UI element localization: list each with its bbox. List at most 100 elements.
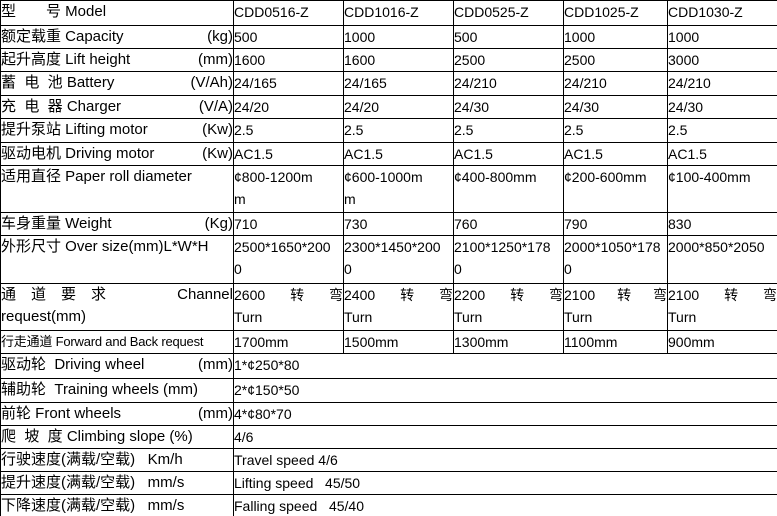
- capacity-value-1: 1000: [343, 25, 454, 49]
- weight-value-3: 790: [563, 212, 668, 236]
- battery-value-3: 24/210: [563, 71, 668, 96]
- lifting-speed-label: 提升速度(满载/空载) mm/s: [1, 474, 185, 491]
- charger-value-3: 24/30: [563, 95, 668, 119]
- falling-speed-value: Falling speed 45/40: [233, 494, 777, 516]
- turn-zh-2: 弯: [763, 287, 777, 303]
- model-value-1: CDD1016-Z: [343, 0, 454, 26]
- row-lift-height: 起升高度 Lift height (mm) 1600 1600 2500 2500…: [0, 48, 777, 72]
- row-over-size: 外形尺寸 Over size(mm)L*W*H 2500*1650*200 0 …: [0, 235, 777, 284]
- over-size-value-3: 2000*1050*178 0: [563, 235, 668, 284]
- turn-en: Turn: [234, 309, 263, 325]
- lift-height-value-1: 1600: [343, 48, 454, 72]
- driving-wheel-label-cell: 驱动轮 Driving wheel (mm): [0, 353, 234, 379]
- charger-unit: (V/A): [198, 98, 233, 115]
- paper-roll-value-2: ¢400-800mm: [453, 165, 564, 213]
- lifting-motor-value-3: 2.5: [563, 118, 668, 143]
- weight-value-0: 710: [233, 212, 344, 236]
- model-value-3: CDD1025-Z: [563, 0, 668, 26]
- row-falling-speed: 下降速度(满载/空载) mm/s Falling speed 45/40: [0, 494, 777, 516]
- driving-motor-label-cell: 驱动电机 Driving motor (Kw): [0, 142, 234, 166]
- turn-en: Turn: [344, 309, 373, 325]
- battery-label: 蓄 电 池 Battery: [1, 74, 115, 91]
- climbing-slope-label: 爬 坡 度 Climbing slope (%): [1, 428, 193, 445]
- battery-value-0: 24/165: [233, 71, 344, 96]
- model-label-cell: 型 号 Model: [0, 0, 234, 26]
- forward-back-value-2: 1300mm: [453, 330, 564, 354]
- capacity-label-cell: 额定载重 Capacity (kg): [0, 25, 234, 49]
- weight-unit: (Kg): [204, 215, 233, 232]
- turn-zh-1: 转: [510, 287, 525, 303]
- over-size-label-cell: 外形尺寸 Over size(mm)L*W*H: [0, 235, 234, 284]
- driving-motor-value-2: AC1.5: [453, 142, 564, 166]
- front-wheels-label-cell: 前轮 Front wheels (mm): [0, 402, 234, 426]
- falling-speed-label: 下降速度(满载/空载) mm/s: [1, 497, 185, 514]
- battery-label-cell: 蓄 电 池 Battery (V/Ah): [0, 71, 234, 96]
- turn-zh-1: 转: [290, 287, 305, 303]
- travel-speed-label-cell: 行驶速度(满载/空载) Km/h: [0, 448, 234, 472]
- capacity-value-3: 1000: [563, 25, 668, 49]
- paper-roll-value-1: ¢600-1000m m: [343, 165, 454, 213]
- turn-en: Turn: [564, 309, 593, 325]
- charger-label: 充 电 器 Charger: [1, 98, 122, 115]
- capacity-value-0: 500: [233, 25, 344, 49]
- row-lifting-motor: 提升泵站 Lifting motor (Kw) 2.5 2.5 2.5 2.5 2…: [0, 118, 777, 143]
- row-capacity: 额定载重 Capacity (kg) 500 1000 500 1000 1000: [0, 25, 777, 49]
- lift-height-value-2: 2500: [453, 48, 564, 72]
- battery-value-4: 24/210: [667, 71, 777, 96]
- front-wheels-label: 前轮 Front wheels: [1, 405, 122, 422]
- channel-number: 2100: [564, 287, 596, 303]
- turn-zh-2: 弯: [329, 287, 343, 303]
- charger-value-0: 24/20: [233, 95, 344, 119]
- channel-value-3: 2100 转 弯 Turn: [563, 283, 668, 331]
- paper-roll-value-0: ¢800-1200m m: [233, 165, 344, 213]
- paper-roll-value-4: ¢100-400mm: [667, 165, 777, 213]
- channel-value-1: 2400 转 弯 Turn: [343, 283, 454, 331]
- front-wheels-unit: (mm): [198, 405, 233, 422]
- forward-back-value-3: 1100mm: [563, 330, 668, 354]
- paper-roll-value-3: ¢200-600mm: [563, 165, 668, 213]
- turn-en: Turn: [454, 309, 483, 325]
- row-battery: 蓄 电 池 Battery (V/Ah) 24/165 24/165 24/210…: [0, 71, 777, 96]
- lifting-motor-value-4: 2.5: [667, 118, 777, 143]
- channel-number: 2100: [668, 287, 700, 303]
- turn-zh-1: 转: [617, 287, 632, 303]
- row-front-wheels: 前轮 Front wheels (mm) 4*¢80*70: [0, 402, 777, 426]
- channel-value-2: 2200 转 弯 Turn: [453, 283, 564, 331]
- driving-motor-value-1: AC1.5: [343, 142, 454, 166]
- driving-motor-label: 驱动电机 Driving motor: [1, 145, 155, 162]
- forward-back-label-cell: 行走通道 Forward and Back request: [0, 330, 234, 354]
- channel-value-0: 2600 转 弯 Turn: [233, 283, 344, 331]
- row-forward-back: 行走通道 Forward and Back request 1700mm 150…: [0, 330, 777, 354]
- row-weight: 车身重量 Weight (Kg) 710 730 760 790 830: [0, 212, 777, 236]
- over-size-value-2: 2100*1250*178 0: [453, 235, 564, 284]
- turn-zh-1: 转: [400, 287, 415, 303]
- channel-number: 2400: [344, 287, 376, 303]
- forward-back-value-1: 1500mm: [343, 330, 454, 354]
- lifting-speed-value: Lifting speed 45/50: [233, 471, 777, 495]
- charger-label-cell: 充 电 器 Charger (V/A): [0, 95, 234, 119]
- lifting-motor-label-cell: 提升泵站 Lifting motor (Kw): [0, 118, 234, 143]
- weight-value-1: 730: [343, 212, 454, 236]
- over-size-label: 外形尺寸 Over size(mm)L*W*H: [1, 238, 209, 255]
- paper-roll-label: 适用直径 Paper roll diameter: [1, 168, 192, 185]
- turn-zh-2: 弯: [549, 287, 563, 303]
- row-driving-motor: 驱动电机 Driving motor (Kw) AC1.5 AC1.5 AC1.5…: [0, 142, 777, 166]
- channel-label-zh: 通 道 要 求: [1, 286, 107, 303]
- over-size-value-4: 2000*850*2050: [667, 235, 777, 284]
- lift-height-label: 起升高度 Lift height: [1, 51, 131, 68]
- driving-motor-unit: (Kw): [202, 145, 233, 162]
- charger-value-2: 24/30: [453, 95, 564, 119]
- row-charger: 充 电 器 Charger (V/A) 24/20 24/20 24/30 24/…: [0, 95, 777, 119]
- capacity-value-2: 500: [453, 25, 564, 49]
- lift-height-label-cell: 起升高度 Lift height (mm): [0, 48, 234, 72]
- falling-speed-label-cell: 下降速度(满载/空载) mm/s: [0, 494, 234, 516]
- battery-value-1: 24/165: [343, 71, 454, 96]
- capacity-unit: (kg): [207, 28, 233, 45]
- over-size-value-1: 2300*1450*200 0: [343, 235, 454, 284]
- weight-label: 车身重量 Weight: [1, 215, 112, 232]
- channel-label-cell: 通 道 要 求 Channel request(mm): [0, 283, 234, 331]
- travel-speed-value: Travel speed 4/6: [233, 448, 777, 472]
- climbing-slope-label-cell: 爬 坡 度 Climbing slope (%): [0, 425, 234, 449]
- training-wheels-value: 2*¢150*50: [233, 378, 777, 403]
